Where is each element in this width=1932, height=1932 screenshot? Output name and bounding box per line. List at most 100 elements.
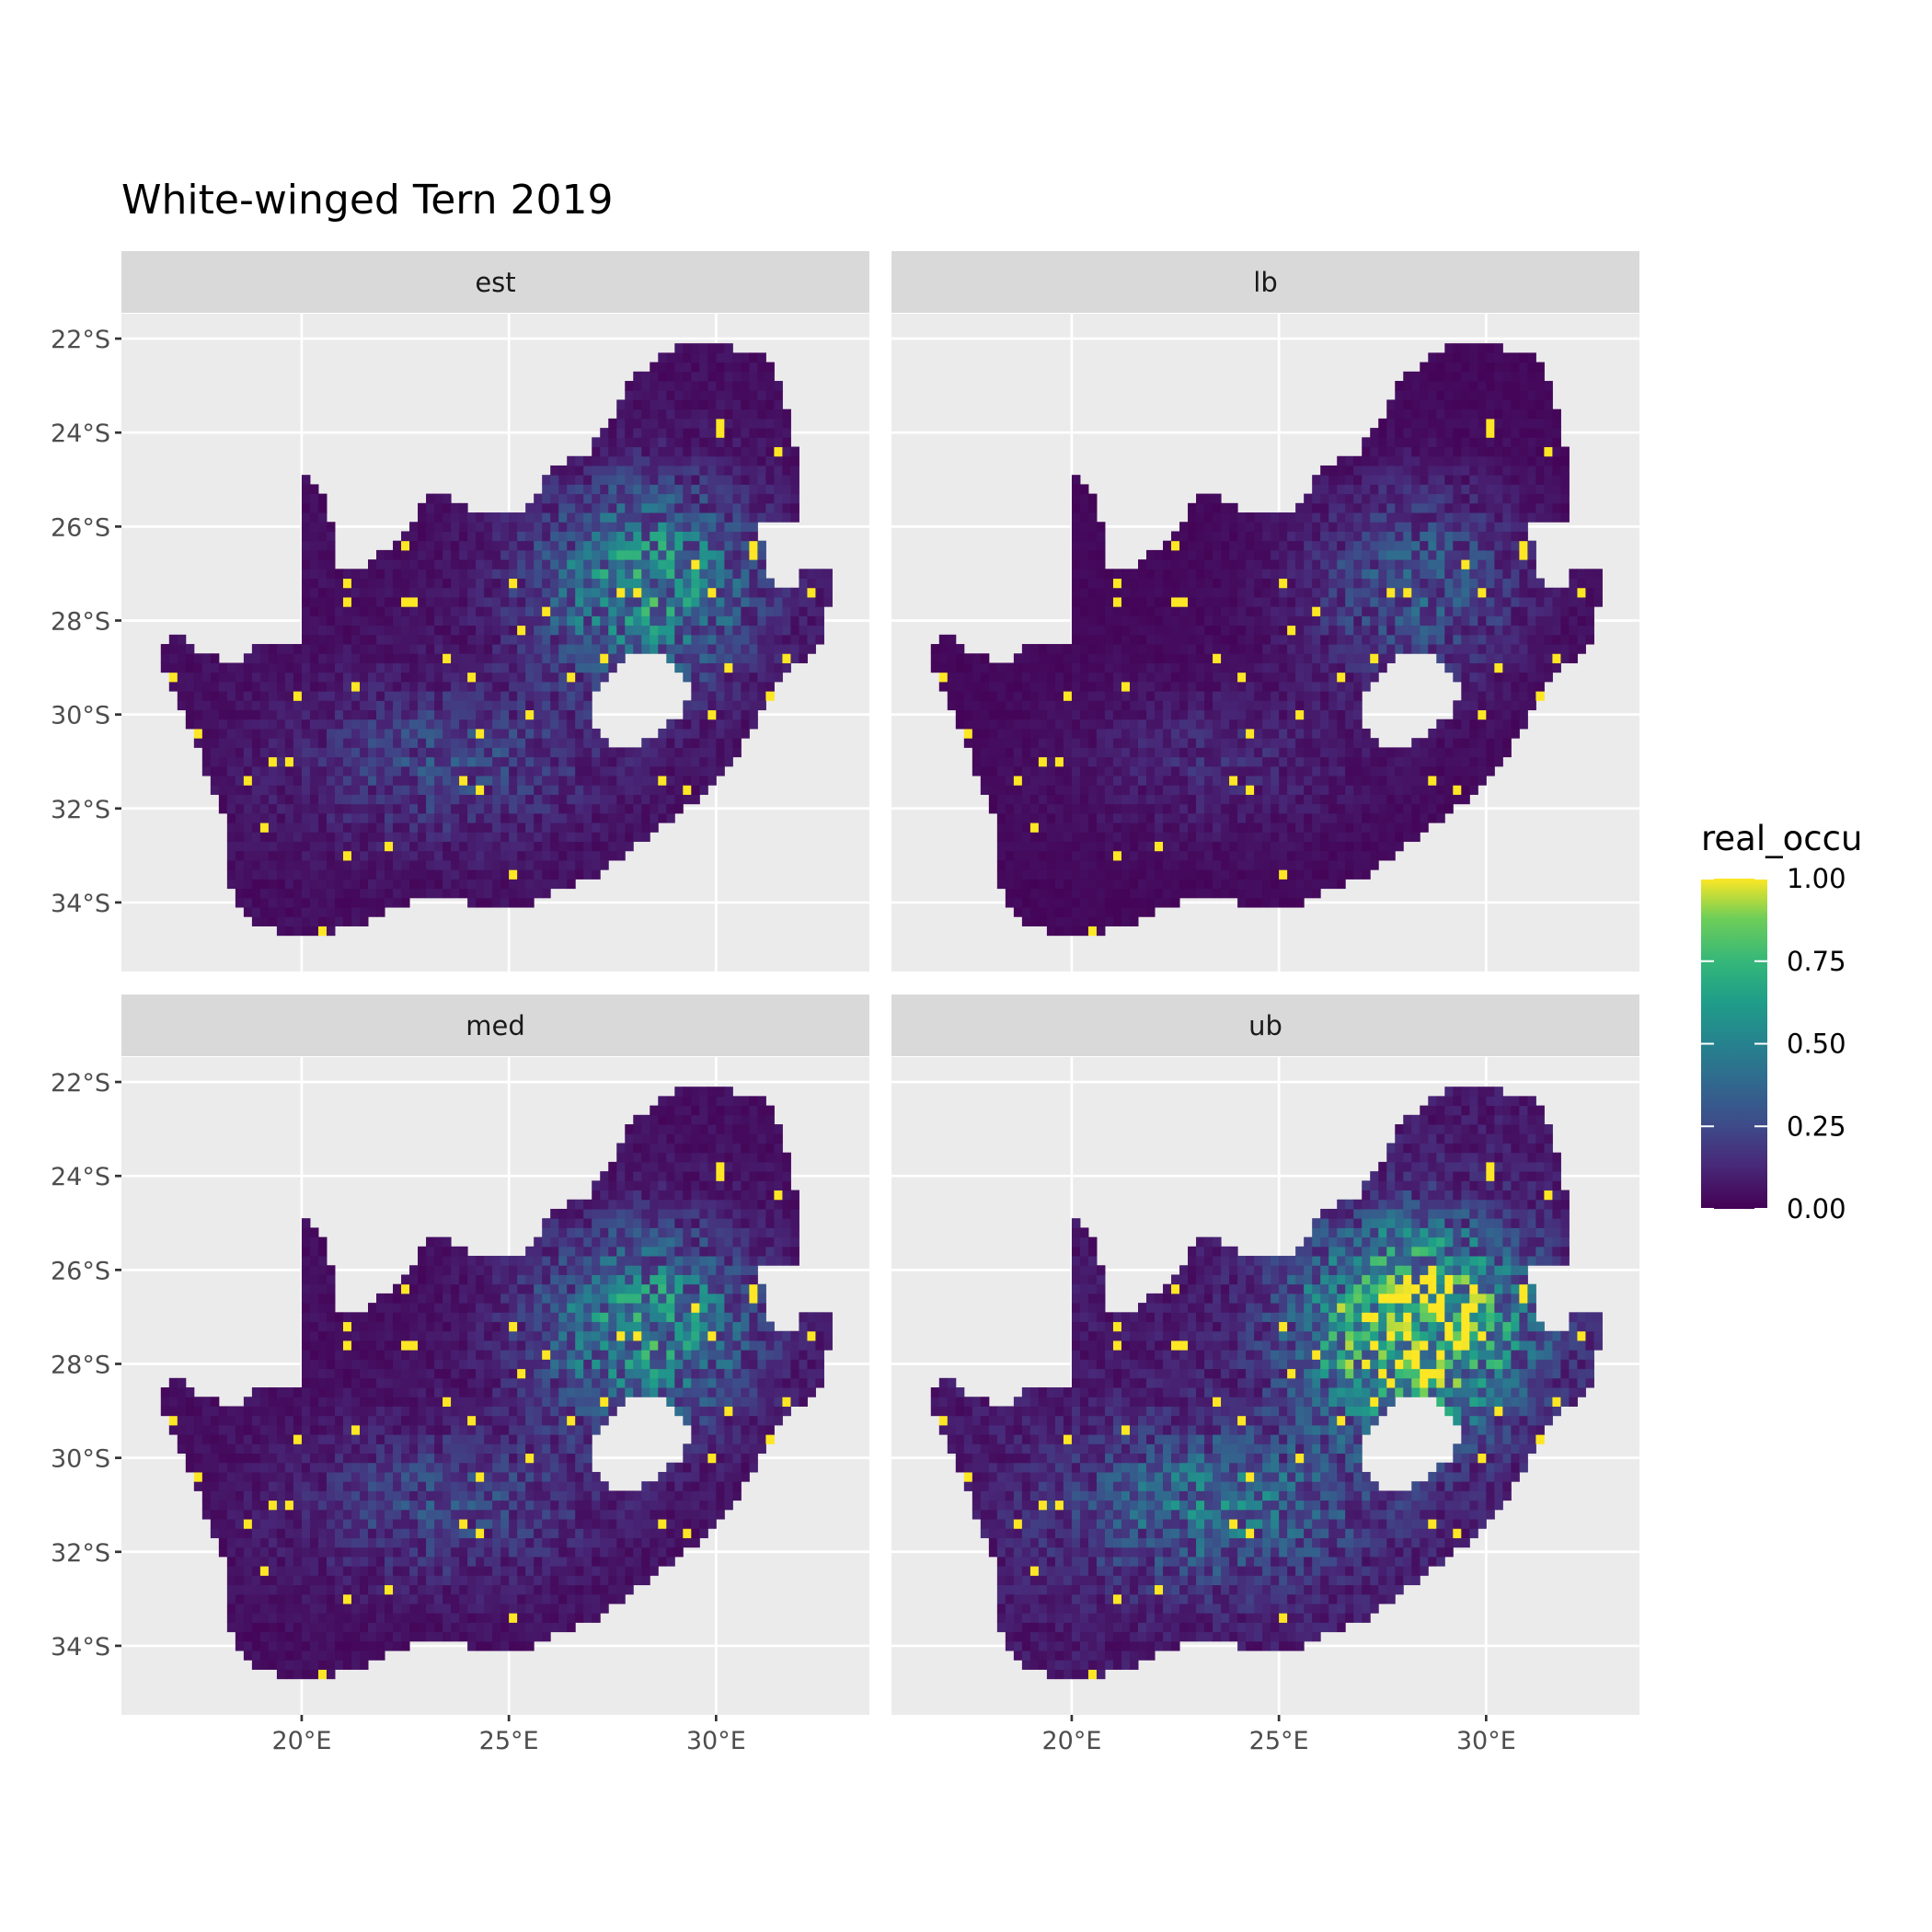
raster-cell: [476, 522, 485, 532]
raster-cell: [393, 804, 402, 814]
raster-cell: [550, 579, 559, 589]
raster-cell: [1039, 662, 1048, 673]
raster-cell: [1055, 804, 1064, 814]
raster-cell: [252, 653, 261, 663]
raster-cell: [285, 898, 294, 908]
raster-cell: [558, 644, 568, 654]
raster-cell: [525, 757, 535, 767]
raster-cell: [1254, 804, 1263, 814]
raster-cell: [1179, 700, 1189, 710]
raster-cell: [343, 916, 352, 926]
raster-cell: [401, 626, 410, 636]
raster-cell: [1121, 766, 1131, 776]
raster-cell: [194, 719, 203, 730]
raster-cell: [1064, 832, 1073, 842]
raster-cell: [616, 512, 626, 523]
raster-cell: [476, 719, 485, 730]
raster-cell: [1279, 700, 1288, 710]
raster-cell: [1246, 588, 1255, 598]
raster-cell: [401, 606, 410, 616]
raster-cell: [1006, 889, 1015, 899]
raster-cell: [509, 531, 518, 541]
raster-cell: [732, 579, 742, 589]
raster-cell: [732, 691, 742, 701]
raster-cell: [385, 597, 394, 607]
raster-cell: [509, 794, 518, 804]
raster-cell: [1213, 710, 1222, 720]
raster-cell: [1287, 673, 1296, 683]
raster-cell: [1088, 898, 1098, 908]
raster-cell: [1155, 719, 1164, 730]
raster-cell: [732, 399, 742, 409]
raster-cell: [1295, 869, 1305, 880]
raster-cell: [1088, 606, 1098, 616]
raster-cell: [633, 794, 642, 804]
raster-cell: [1171, 747, 1180, 757]
raster-cell: [608, 484, 617, 494]
raster-cell: [1022, 673, 1031, 683]
raster-cell: [318, 747, 328, 757]
raster-cell: [1105, 804, 1114, 814]
raster-cell: [550, 729, 559, 739]
raster-cell: [583, 710, 592, 720]
raster-cell: [476, 635, 485, 645]
raster-cell: [600, 484, 609, 494]
raster-cell: [1411, 484, 1420, 494]
raster-cell: [1163, 747, 1172, 757]
raster-cell: [1072, 569, 1081, 579]
raster-cell: [252, 813, 261, 823]
raster-cell: [310, 644, 319, 654]
raster-cell: [1213, 503, 1222, 513]
raster-cell: [1064, 869, 1073, 880]
raster-cell: [409, 832, 419, 842]
raster-cell: [509, 569, 518, 579]
raster-cell: [1146, 550, 1156, 560]
raster-cell: [592, 653, 601, 663]
raster-cell: [368, 869, 377, 880]
raster-cell: [1395, 842, 1404, 852]
raster-cell: [368, 813, 377, 823]
raster-cell: [583, 860, 592, 870]
raster-cell: [691, 766, 700, 776]
raster-cell: [575, 503, 584, 513]
raster-cell: [633, 822, 642, 833]
raster-cell: [658, 352, 667, 362]
raster-cell: [401, 579, 410, 589]
raster-cell: [335, 635, 344, 645]
raster-cell: [1121, 738, 1131, 748]
raster-cell: [1130, 738, 1139, 748]
raster-cell: [1121, 644, 1131, 654]
raster-cell: [1237, 653, 1247, 663]
raster-cell: [1080, 766, 1089, 776]
raster-cell: [765, 662, 775, 673]
raster-cell: [277, 898, 286, 908]
raster-cell: [583, 588, 592, 598]
raster-cell: [1221, 662, 1230, 673]
raster-cell: [401, 860, 410, 870]
raster-cell: [1080, 626, 1089, 636]
raster-cell: [368, 569, 377, 579]
raster-cell: [567, 522, 576, 532]
raster-cell: [1014, 710, 1023, 720]
raster-cell: [989, 738, 998, 748]
raster-cell: [1271, 804, 1280, 814]
raster-cell: [467, 747, 477, 757]
raster-cell: [1213, 832, 1222, 842]
raster-cell: [318, 916, 328, 926]
raster-cell: [1080, 916, 1089, 926]
raster-cell: [1204, 541, 1213, 551]
raster-cell: [1403, 475, 1412, 485]
raster-cell: [1155, 579, 1164, 589]
raster-cell: [1345, 860, 1354, 870]
raster-cell: [641, 428, 650, 438]
raster-cell: [1196, 710, 1205, 720]
raster-cell: [525, 710, 535, 720]
raster-cell: [616, 606, 626, 616]
raster-cell: [409, 531, 419, 541]
raster-cell: [1121, 682, 1131, 692]
raster-cell: [1229, 653, 1238, 663]
raster-cell: [616, 842, 626, 852]
raster-cell: [525, 550, 535, 560]
raster-cell: [633, 579, 642, 589]
raster-cell: [616, 644, 626, 654]
